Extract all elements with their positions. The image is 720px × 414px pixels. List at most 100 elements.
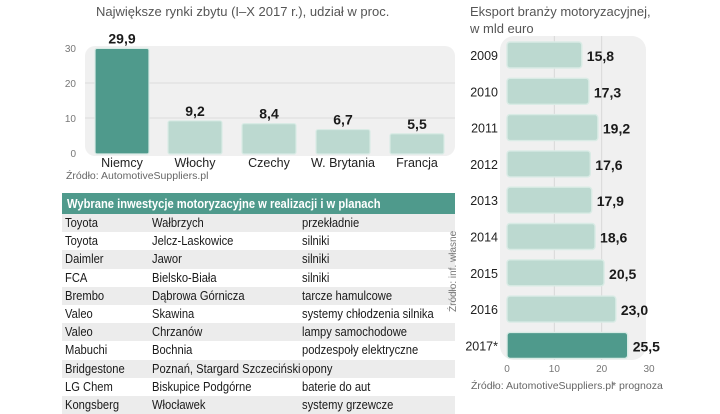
- company-cell: Bridgestone: [65, 360, 125, 376]
- bar: [506, 41, 583, 69]
- bar-value-label: 15,8: [587, 48, 614, 64]
- y-tick-label: 10: [65, 114, 77, 125]
- table-row: Toyota Wałbrzych przekładnie: [62, 214, 455, 233]
- table-source: Źródło: inf. własne: [448, 230, 459, 312]
- bar: [389, 133, 445, 155]
- table-row: Brembo Dąbrowa Górnicza tarcze hamulcowe: [62, 286, 455, 305]
- company-cell: Toyota: [65, 215, 98, 230]
- location-cell: Bielsko-Biała: [152, 269, 217, 285]
- right-chart-source: Źródło: AutomotiveSuppliers.pl: [471, 380, 614, 392]
- x-category-label: Francja: [396, 156, 438, 170]
- x-tick-label: 0: [504, 364, 510, 375]
- right-bar-chart: 0 10 20 30 2009 15,8 2010 17,3 2011 19,2 2012 17,6 2…: [465, 36, 660, 375]
- product-cell: lampy samochodowe: [302, 324, 408, 340]
- company-cell: Daimler: [65, 251, 104, 267]
- bar-value-label: 8,4: [259, 106, 279, 122]
- bar-value-label: 17,9: [597, 193, 624, 209]
- table-row: Toyota Jelcz-Laskowice silniki: [62, 232, 455, 251]
- y-category-label: 2010: [470, 85, 498, 99]
- company-cell: Mabuchi: [65, 342, 108, 358]
- bar: [506, 186, 593, 214]
- company-cell: Toyota: [65, 233, 98, 249]
- bar: [241, 122, 297, 155]
- product-cell: przekładnie: [302, 215, 360, 230]
- y-category-label: 2015: [470, 267, 498, 281]
- right-chart-title-line2: w mld euro: [470, 21, 534, 36]
- location-cell: Dąbrowa Górnicza: [152, 287, 245, 303]
- table-row: Mabuchi Bochnia podzespoły elektryczne: [62, 341, 455, 360]
- product-cell: podzespoły elektryczne: [302, 342, 419, 358]
- y-category-label: 2009: [470, 49, 498, 63]
- bar: [506, 222, 596, 251]
- location-cell: Bochnia: [152, 342, 193, 358]
- right-chart-title: Eksport branży motoryzacyjnej, w mld eur…: [470, 3, 651, 37]
- location-cell: Chrzanów: [152, 324, 203, 340]
- company-cell: LG Chem: [65, 378, 113, 394]
- location-cell: Biskupice Podgórne: [152, 378, 252, 394]
- bar: [506, 259, 605, 287]
- table-row: FCA Bielsko-Biała silniki: [62, 268, 455, 287]
- bar-value-label: 9,2: [185, 103, 205, 119]
- company-cell: Brembo: [65, 287, 105, 303]
- location-cell: Poznań, Stargard Szczeciński: [152, 360, 301, 376]
- x-category-label: Czechy: [248, 156, 290, 170]
- bar: [506, 77, 590, 106]
- table-row: Valeo Skawina systemy chłodzenia silnika: [62, 304, 455, 324]
- y-tick-label: 0: [70, 149, 76, 160]
- bar: [506, 150, 592, 178]
- y-tick-label: 30: [65, 44, 77, 55]
- bar-value-label: 18,6: [600, 230, 627, 246]
- bar-value-label: 29,9: [108, 30, 135, 46]
- x-tick-label: 20: [596, 364, 608, 375]
- y-category-label: 2012: [470, 158, 498, 172]
- product-cell: silniki: [302, 233, 330, 249]
- location-cell: Jelcz-Laskowice: [152, 233, 234, 249]
- y-category-label: 2013: [470, 194, 498, 208]
- investments-table: Wybrane inwestycje motoryzacyjne w reali…: [62, 193, 455, 414]
- left-chart-source: Źródło: AutomotiveSuppliers.pl: [66, 170, 209, 182]
- y-category-label: 2011: [471, 122, 498, 136]
- table-title: Wybrane inwestycje motoryzacyjne w reali…: [62, 193, 455, 214]
- x-tick-label: 10: [549, 364, 561, 375]
- product-cell: silniki: [302, 251, 330, 267]
- product-cell: silniki: [302, 269, 330, 285]
- bar-value-label: 20,5: [609, 266, 636, 282]
- company-cell: FCA: [65, 269, 88, 285]
- x-tick-label: 30: [643, 364, 655, 375]
- y-tick-label: 20: [65, 79, 77, 90]
- product-cell: opony: [302, 360, 333, 376]
- bar-value-label: 17,3: [594, 84, 621, 100]
- location-cell: Jawor: [152, 251, 182, 267]
- bar-value-label: 25,5: [633, 338, 660, 354]
- x-category-label: Niemcy: [101, 156, 143, 170]
- y-category-label: 2014: [470, 231, 498, 245]
- right-chart-title-line1: Eksport branży motoryzacyjnej,: [470, 4, 651, 19]
- location-cell: Skawina: [152, 305, 195, 321]
- product-cell: tarcze hamulcowe: [302, 287, 393, 303]
- bar: [315, 128, 371, 155]
- location-cell: Wałbrzych: [152, 215, 204, 230]
- bar-value-label: 19,2: [603, 121, 630, 137]
- bar-value-label: 5,5: [407, 116, 427, 132]
- bar-value-label: 6,7: [333, 112, 353, 128]
- x-category-label: W. Brytania: [311, 156, 375, 170]
- bar: [506, 113, 599, 142]
- table-body: Toyota Wałbrzych przekładnie Toyota Jelcz-La…: [62, 214, 455, 414]
- left-bar-chart: 0 10 20 30 29,9 Niemcy 9,2 Włochy 8,4 Czechy 6,7 W.…: [65, 30, 455, 170]
- right-chart-footnote: * prognoza: [612, 380, 663, 392]
- x-category-label: Włochy: [175, 156, 217, 170]
- left-chart-title: Największe rynki zbytu (I–X 2017 r.), ud…: [96, 4, 390, 19]
- product-cell: systemy chłodzenia silnika: [302, 305, 434, 321]
- bar: [94, 47, 150, 155]
- bar: [167, 120, 223, 155]
- y-category-label: 2016: [470, 303, 498, 317]
- table-row: Bridgestone Poznań, Stargard Szczeciński o…: [62, 359, 455, 378]
- company-cell: Valeo: [65, 305, 93, 321]
- bar: [506, 331, 629, 360]
- table-row: Daimler Jawor silniki: [62, 250, 455, 269]
- product-cell: baterie do aut: [302, 378, 371, 394]
- bar-value-label: 17,6: [595, 157, 622, 173]
- bar-value-label: 23,0: [621, 302, 648, 318]
- table-row: Valeo Chrzanów lampy samochodowe: [62, 323, 455, 342]
- y-category-label: 2017*: [465, 339, 498, 353]
